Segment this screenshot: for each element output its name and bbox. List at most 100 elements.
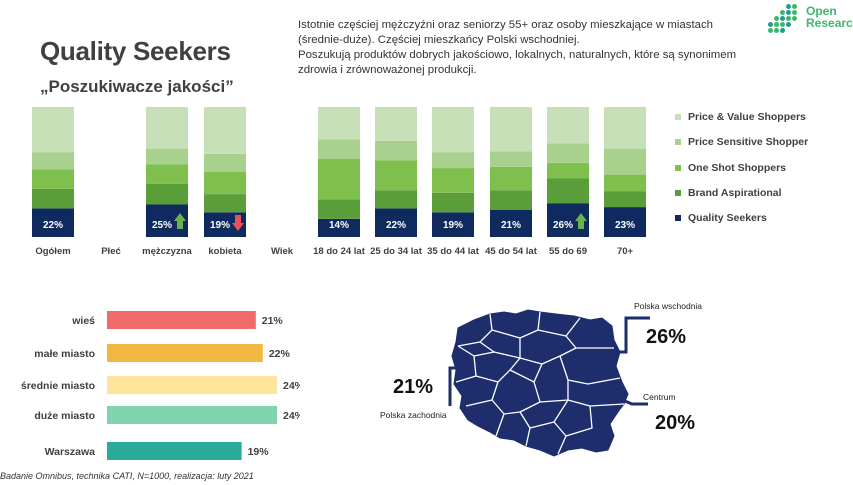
significance-up-arrow-icon [575,213,587,229]
bar-segment [432,152,474,169]
page-subtitle: „Poszukiwacze jakości” [40,77,234,96]
bar-segment [375,190,417,209]
border-line [553,405,593,437]
hbar-category-label: średnie miasto [21,380,95,392]
border-line [457,313,493,347]
hbar-category-label: małe miasto [34,348,95,360]
bar-segment [318,139,360,159]
bar-segment [604,207,646,237]
bar-segment [547,107,589,144]
logo-line-2: Research [806,16,853,30]
logo-line-1: Open [806,4,837,18]
bar-segment [490,151,532,167]
voivodeship-borders [455,311,625,455]
border-line [519,347,577,365]
hbar-value-label: 19% [248,446,270,458]
hbar-value-label: 24% [283,410,300,422]
bar-segment [490,107,532,152]
hbar-value-label: 22% [269,348,291,360]
bar-segment [547,178,589,204]
bar-segment [375,208,417,237]
bar-segment [32,152,74,170]
hbar-value-label: 21% [262,315,284,327]
bar-data-label: 22% [386,220,406,231]
bar-segment [146,148,188,165]
callout-line-west [448,366,458,406]
bar-segment [547,143,589,163]
footnote: Badanie Omnibus, technika CATI, N=1000, … [0,471,254,481]
logo-dot [792,4,797,9]
description-line: zdrowia i zrównoważonej produkcji. [298,64,477,76]
bar-segment [146,164,188,184]
legend-label: One Shot Shoppers [688,162,786,174]
category-label: 25 do 34 lat [370,246,423,257]
category-label: Płeć [101,246,121,257]
callout-line-east [614,316,650,354]
logo-dot [768,28,773,33]
border-line [491,399,541,415]
logo-dot [792,10,797,15]
logo-dot [786,22,791,27]
bar-segment [604,148,646,175]
category-label: 55 do 69 [549,246,587,257]
legend-label: Price Sensitive Shopper [688,136,808,148]
bar-data-label: 23% [615,220,635,231]
bar-data-label: 14% [329,220,349,231]
category-label: 35 do 44 lat [427,246,480,257]
hbar-value-label: 24% [283,380,300,392]
bar-segment [204,153,246,172]
region-name-east: Polska wschodnia [634,301,702,311]
bar-segment [604,174,646,192]
legend-swatch [675,215,681,221]
logo-dot [780,22,785,27]
logo-dot [768,22,773,27]
significance-up-arrow-icon [174,213,186,229]
logo-dot [774,16,779,21]
poland-outline [451,309,629,457]
border-line [491,311,541,339]
bar-segment [318,218,360,237]
hbar-category-label: wieś [71,315,95,327]
logo-dot [786,10,791,15]
significance-down-arrow-icon [232,215,244,231]
bar-segment [490,166,532,191]
hbar [107,344,263,362]
bar-segment [375,140,417,161]
legend-swatch [675,190,681,196]
bar-segment [318,199,360,219]
hbar-category-label: Warszawa [45,446,96,458]
bar-segment [604,191,646,208]
bar-segment [432,107,474,153]
description-line: Poszukują produktów dobrych jakościowo, … [298,49,737,61]
bar-segment [32,188,74,209]
legend-label: Quality Seekers [688,212,767,224]
region-name-center: Centrum [643,392,676,402]
bar-segment [146,183,188,205]
logo-dot [774,22,779,27]
bar-data-label: 25% [152,220,172,231]
bar-segment [146,107,188,149]
bar-segment [204,194,246,213]
category-label: 70+ [617,246,634,257]
bar-data-label: 21% [501,220,521,231]
region-name-west: Polska zachodnia [380,410,447,420]
bar-data-label: 19% [443,220,463,231]
border-line [495,413,505,437]
category-label: mężczyzna [142,246,192,257]
bar-segment [490,190,532,210]
legend-label: Brand Aspirational [688,187,782,199]
bar-segment [204,172,246,195]
description-line: Istotnie częściej mężczyźni oraz seniorz… [298,19,713,31]
legend-swatch [675,139,681,145]
hbar [107,311,256,329]
page-title: Quality Seekers [40,36,231,66]
legend-swatch [675,114,681,120]
logo-dot [780,10,785,15]
bar-segment [204,107,246,154]
settlement-size-bar-chart: wieś 21% małe miasto 22% średnie miasto 24% du… [21,311,300,460]
bar-segment [32,208,74,237]
bar-data-label: 22% [43,220,63,231]
category-label: 45 do 54 lat [485,246,538,257]
description-line: (średnie-duże). Częściej mieszkańcy Pols… [298,34,580,46]
bar-segment [32,169,74,189]
